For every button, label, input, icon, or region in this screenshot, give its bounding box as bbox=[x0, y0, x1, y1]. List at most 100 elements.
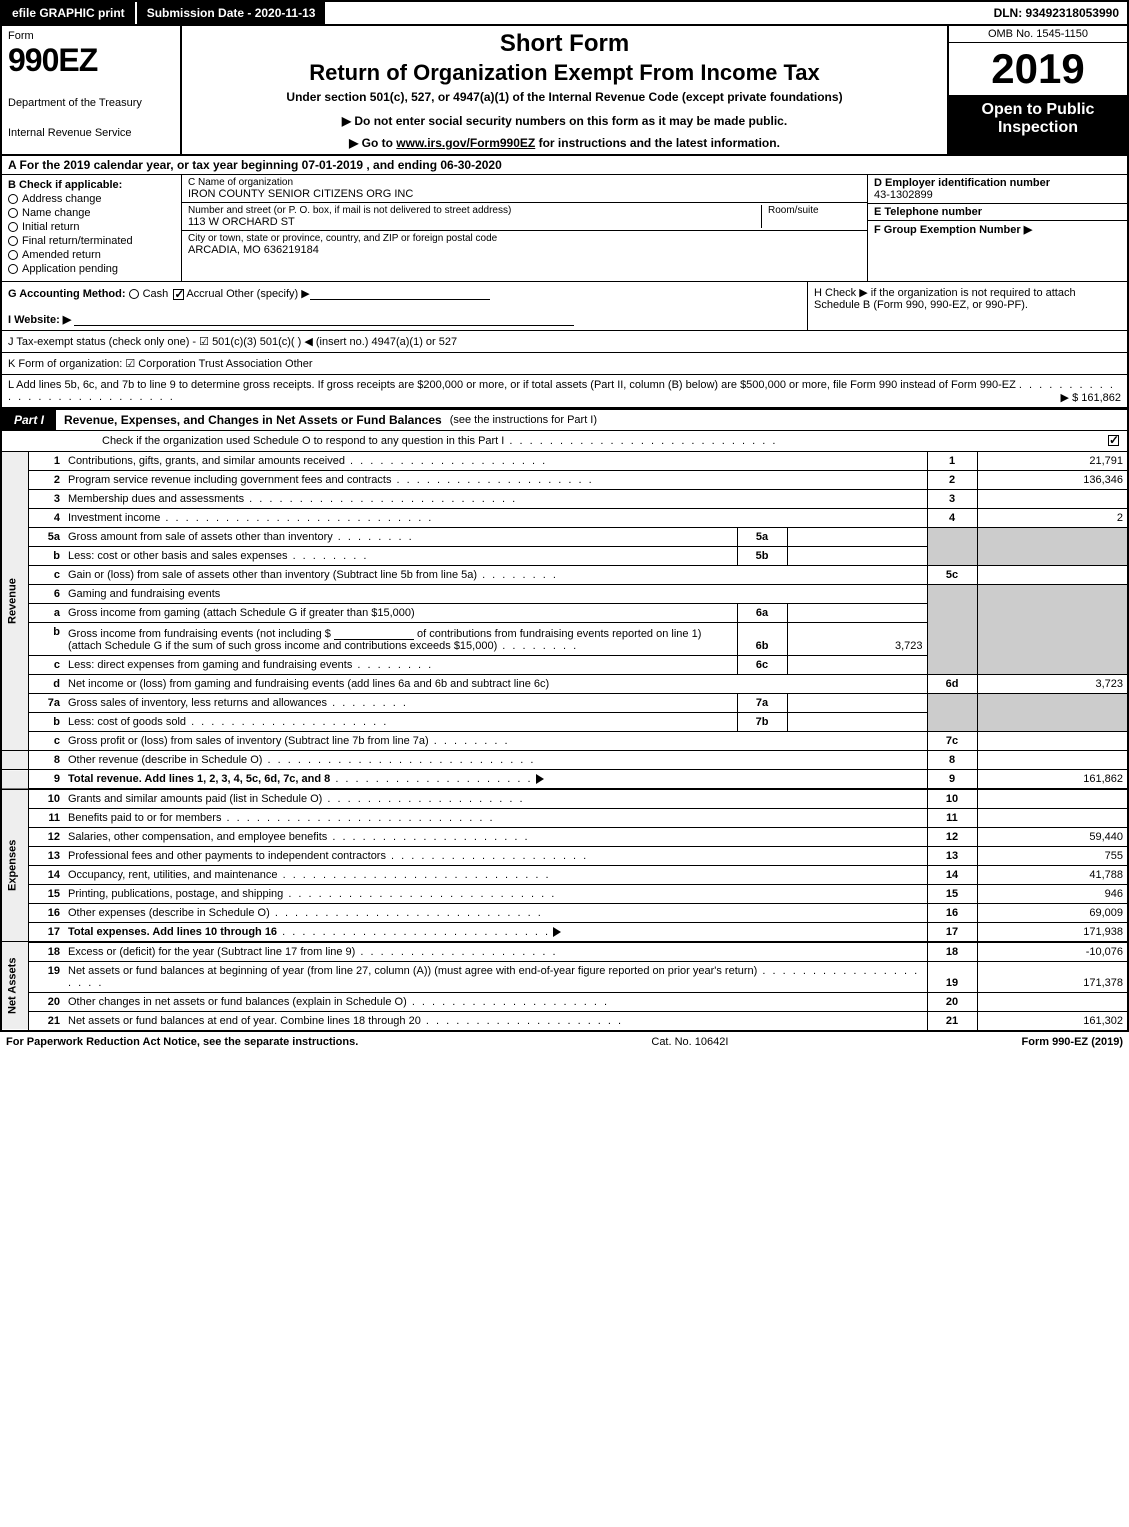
part1-check-line: Check if the organization used Schedule … bbox=[2, 431, 1127, 451]
l13-rnum: 13 bbox=[927, 847, 977, 866]
l4-rnum: 4 bbox=[927, 509, 977, 528]
chk-address-change[interactable]: Address change bbox=[8, 193, 175, 205]
l7c-rval bbox=[977, 732, 1127, 751]
row-l-text: L Add lines 5b, 6c, and 7b to line 9 to … bbox=[8, 379, 1016, 391]
chk-cash[interactable] bbox=[129, 289, 139, 299]
l9-no: 9 bbox=[28, 770, 64, 790]
room-label: Room/suite bbox=[768, 205, 861, 216]
l14-desc: Occupancy, rent, utilities, and maintena… bbox=[68, 869, 278, 881]
col-d-ein: D Employer identification number 43-1302… bbox=[867, 175, 1127, 281]
chk-amended-return[interactable]: Amended return bbox=[8, 249, 175, 261]
row-k-form-org: K Form of organization: ☑ Corporation Tr… bbox=[2, 353, 1127, 375]
row-a-tax-year: A For the 2019 calendar year, or tax yea… bbox=[2, 156, 1127, 175]
form-number: 990EZ bbox=[8, 42, 174, 79]
l2-no: 2 bbox=[28, 471, 64, 490]
l18-no: 18 bbox=[28, 942, 64, 962]
chk-schedule-o[interactable] bbox=[1108, 435, 1119, 446]
chk-final-return[interactable]: Final return/terminated bbox=[8, 235, 175, 247]
header-left: Form 990EZ Department of the Treasury In… bbox=[2, 26, 182, 154]
l10-desc: Grants and similar amounts paid (list in… bbox=[68, 793, 322, 805]
l17-no: 17 bbox=[28, 923, 64, 943]
subtitle-goto: ▶ Go to www.irs.gov/Form990EZ for instru… bbox=[188, 136, 941, 150]
ein-label: D Employer identification number bbox=[874, 177, 1121, 189]
l7ab-rnum-grey bbox=[927, 694, 977, 732]
l12-no: 12 bbox=[28, 828, 64, 847]
org-name-value: IRON COUNTY SENIOR CITIZENS ORG INC bbox=[188, 188, 413, 200]
l7c-rnum: 7c bbox=[927, 732, 977, 751]
l21-rnum: 21 bbox=[927, 1012, 977, 1031]
lines-table: Revenue 1 Contributions, gifts, grants, … bbox=[2, 451, 1127, 1030]
l17-rnum: 17 bbox=[927, 923, 977, 943]
l13-no: 13 bbox=[28, 847, 64, 866]
l8-rnum: 8 bbox=[927, 751, 977, 770]
l9-rval: 161,862 bbox=[977, 770, 1127, 790]
l5c-rnum: 5c bbox=[927, 566, 977, 585]
l6c-mid: 6c bbox=[737, 656, 787, 675]
city-value: ARCADIA, MO 636219184 bbox=[188, 244, 497, 256]
subtitle-ssn-warning: ▶ Do not enter social security numbers o… bbox=[188, 114, 941, 128]
l18-desc: Excess or (deficit) for the year (Subtra… bbox=[68, 946, 355, 958]
l5b-midval bbox=[787, 547, 927, 566]
h-text: H Check ▶ if the organization is not req… bbox=[814, 287, 1076, 311]
l6b-midval: 3,723 bbox=[787, 623, 927, 656]
l5a-midval bbox=[787, 528, 927, 547]
row-j-tax-exempt: J Tax-exempt status (check only one) - ☑… bbox=[2, 331, 1127, 353]
title-return: Return of Organization Exempt From Incom… bbox=[188, 60, 941, 86]
l12-desc: Salaries, other compensation, and employ… bbox=[68, 831, 327, 843]
org-name-label: C Name of organization bbox=[188, 177, 413, 188]
l19-rnum: 19 bbox=[927, 962, 977, 993]
l5c-desc: Gain or (loss) from sale of assets other… bbox=[68, 569, 477, 581]
l4-no: 4 bbox=[28, 509, 64, 528]
chk-name-change[interactable]: Name change bbox=[8, 207, 175, 219]
dept-irs: Internal Revenue Service bbox=[8, 127, 174, 139]
l17-rval: 171,938 bbox=[977, 923, 1127, 943]
l5a-no: 5a bbox=[28, 528, 64, 547]
tel-label: E Telephone number bbox=[874, 206, 1121, 218]
efile-print-button[interactable]: efile GRAPHIC print bbox=[2, 2, 137, 24]
l5ab-rval-grey bbox=[977, 528, 1127, 566]
l18-rval: -10,076 bbox=[977, 942, 1127, 962]
l5b-no: b bbox=[28, 547, 64, 566]
goto-pre: ▶ Go to bbox=[349, 136, 396, 150]
col-h-schedule-b: H Check ▶ if the organization is not req… bbox=[807, 282, 1127, 330]
part1-sub: (see the instructions for Part I) bbox=[450, 411, 597, 429]
l6-desc: Gaming and fundraising events bbox=[64, 585, 927, 604]
other-specify-input[interactable] bbox=[310, 286, 490, 300]
form-header: Form 990EZ Department of the Treasury In… bbox=[2, 26, 1127, 156]
website-input[interactable] bbox=[74, 312, 574, 326]
l6b-blank[interactable] bbox=[334, 626, 414, 640]
l15-no: 15 bbox=[28, 885, 64, 904]
topbar: efile GRAPHIC print Submission Date - 20… bbox=[0, 0, 1129, 24]
l9-desc: Total revenue. Add lines 1, 2, 3, 4, 5c,… bbox=[68, 773, 330, 785]
l18-rnum: 18 bbox=[927, 942, 977, 962]
l6a-mid: 6a bbox=[737, 604, 787, 623]
l11-rval bbox=[977, 809, 1127, 828]
footer-right: Form 990-EZ (2019) bbox=[1022, 1036, 1123, 1048]
l1-rval: 21,791 bbox=[977, 452, 1127, 471]
part1-header: Part I Revenue, Expenses, and Changes in… bbox=[2, 408, 1127, 431]
col-b-title: B Check if applicable: bbox=[8, 179, 175, 191]
street-value: 113 W ORCHARD ST bbox=[188, 216, 761, 228]
l14-rval: 41,788 bbox=[977, 866, 1127, 885]
col-c-org-info: C Name of organization IRON COUNTY SENIO… bbox=[182, 175, 867, 281]
l6b-no: b bbox=[28, 623, 64, 656]
l5c-rval bbox=[977, 566, 1127, 585]
ein-value: 43-1302899 bbox=[874, 189, 1121, 201]
chk-application-pending[interactable]: Application pending bbox=[8, 263, 175, 275]
city-label: City or town, state or province, country… bbox=[188, 233, 497, 244]
l6-rval-grey bbox=[977, 585, 1127, 675]
l7b-mid: 7b bbox=[737, 713, 787, 732]
page-footer: For Paperwork Reduction Act Notice, see … bbox=[0, 1032, 1129, 1052]
l7a-midval bbox=[787, 694, 927, 713]
l21-desc: Net assets or fund balances at end of ye… bbox=[68, 1015, 421, 1027]
sidelabel-netassets: Net Assets bbox=[2, 942, 28, 1030]
submission-date-label: Submission Date - 2020-11-13 bbox=[137, 2, 326, 24]
chk-initial-return[interactable]: Initial return bbox=[8, 221, 175, 233]
l6b-desc1: Gross income from fundraising events (no… bbox=[68, 628, 331, 640]
dept-treasury: Department of the Treasury bbox=[8, 97, 174, 109]
l3-no: 3 bbox=[28, 490, 64, 509]
l2-rval: 136,346 bbox=[977, 471, 1127, 490]
chk-accrual[interactable] bbox=[173, 289, 184, 300]
irs-link[interactable]: www.irs.gov/Form990EZ bbox=[396, 136, 535, 150]
l20-rnum: 20 bbox=[927, 993, 977, 1012]
